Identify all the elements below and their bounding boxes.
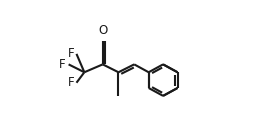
- Text: F: F: [68, 47, 74, 60]
- Text: O: O: [98, 25, 107, 38]
- Text: F: F: [59, 58, 66, 71]
- Text: F: F: [68, 76, 74, 89]
